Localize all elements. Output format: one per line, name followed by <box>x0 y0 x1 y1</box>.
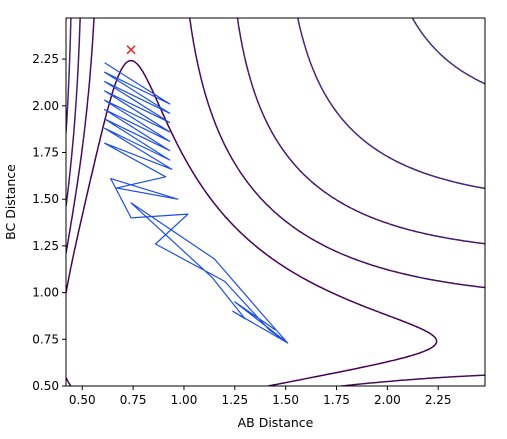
y-axis-ticks: 0.50 0.75 1.00 1.25 1.50 1.75 2.00 2.25 <box>32 52 66 393</box>
plot-background <box>66 18 485 386</box>
x-tick-label: 1.75 <box>323 393 350 407</box>
y-tick-label: 1.25 <box>32 239 59 253</box>
contour-lines <box>66 18 485 386</box>
contour-level <box>66 18 485 245</box>
start-marker <box>126 45 136 55</box>
y-tick-label: 1.75 <box>32 145 59 159</box>
start-marker-cross <box>126 45 136 55</box>
x-axis-label: AB Distance <box>238 415 314 430</box>
y-tick-label: 0.50 <box>32 379 59 393</box>
y-tick-label: 2.25 <box>32 52 59 66</box>
x-tick-label: 0.50 <box>69 393 96 407</box>
contour-level <box>411 18 485 85</box>
x-axis-ticks: 0.50 0.75 1.00 1.25 1.50 1.75 2.00 2.25 <box>69 386 452 407</box>
y-tick-label: 1.50 <box>32 192 59 206</box>
trajectory-path <box>104 62 289 344</box>
y-axis-label: BC Distance <box>3 164 18 240</box>
x-tick-label: 1.00 <box>171 393 198 407</box>
trajectory-line <box>104 62 289 344</box>
contour-level <box>66 18 485 190</box>
contour-level <box>66 59 438 386</box>
y-tick-label: 0.75 <box>32 332 59 346</box>
x-tick-label: 0.75 <box>120 393 147 407</box>
y-tick-label: 2.00 <box>32 99 59 113</box>
x-tick-label: 2.00 <box>374 393 401 407</box>
plot-frame <box>65 17 486 387</box>
x-tick-label: 1.50 <box>272 393 299 407</box>
x-tick-label: 2.25 <box>425 393 452 407</box>
x-tick-label: 1.25 <box>221 393 248 407</box>
y-tick-label: 1.00 <box>32 286 59 300</box>
